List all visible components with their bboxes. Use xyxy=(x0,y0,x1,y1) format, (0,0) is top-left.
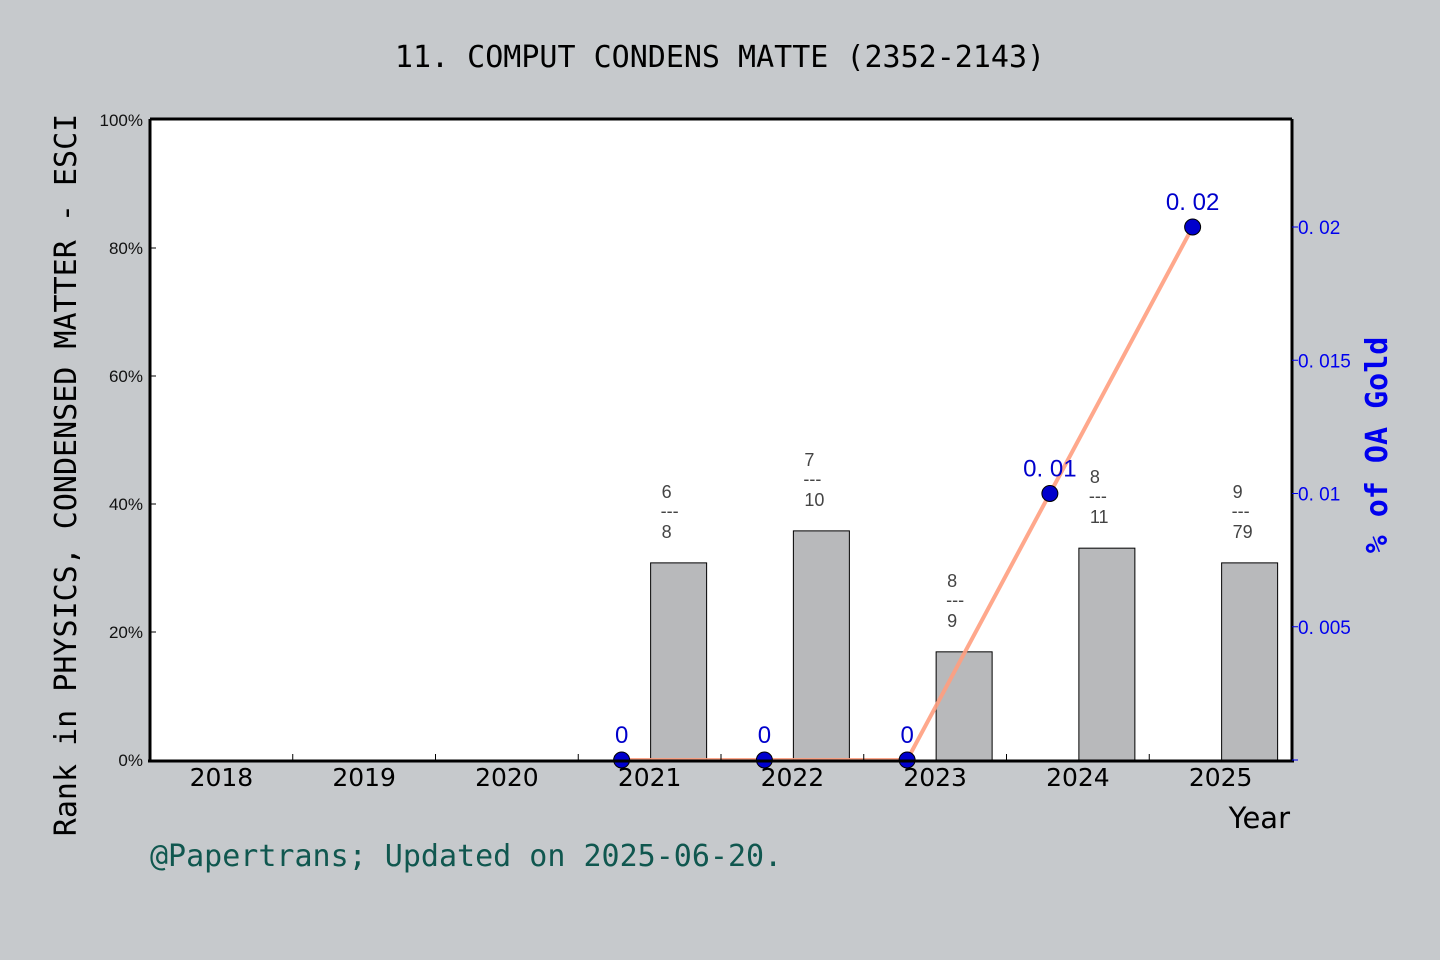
bar xyxy=(1221,562,1279,761)
bar-label-separator: --- xyxy=(661,501,679,521)
bar-label-denominator: 8 xyxy=(662,522,672,542)
x-tick-label: 2023 xyxy=(903,763,967,792)
chart-title: 11. COMPUT CONDENS MATTE (2352-2143) xyxy=(395,40,1045,75)
bar xyxy=(935,651,993,761)
bar-series xyxy=(650,530,1279,761)
bar-label-numerator: 6 xyxy=(662,482,672,502)
bar-label-separator: --- xyxy=(1089,486,1107,506)
data-point-label: 0 xyxy=(758,722,771,749)
data-point-label: 0. 01 xyxy=(1023,456,1076,483)
bar xyxy=(1078,547,1136,761)
x-tick-label: 2025 xyxy=(1189,763,1253,792)
y-tick-label: 60% xyxy=(109,367,143,386)
x-axis-label: Year xyxy=(1228,801,1290,835)
y-tick-label: 20% xyxy=(109,623,143,642)
bar-label-numerator: 8 xyxy=(947,571,957,591)
x-tick-label: 2024 xyxy=(1046,763,1110,792)
data-point-marker xyxy=(1041,485,1059,502)
x-tick-label: 2018 xyxy=(190,763,254,792)
bar-label-numerator: 7 xyxy=(804,450,814,470)
data-point-marker xyxy=(1184,218,1202,236)
bar-label-separator: --- xyxy=(1232,501,1250,521)
left-y-ticks: 0% 20% 40% 60% 80% 100% xyxy=(100,111,156,770)
y-tick-label: 40% xyxy=(109,495,143,514)
footer-credit: @Papertrans; Updated on 2025-06-20. xyxy=(150,839,782,874)
y2-tick-label: 0. 015 xyxy=(1298,351,1351,372)
bar xyxy=(650,562,708,761)
y-tick-label: 100% xyxy=(100,111,143,130)
y-tick-label: 0% xyxy=(118,751,143,770)
bar xyxy=(792,530,850,761)
y2-tick-label: 0. 005 xyxy=(1298,618,1351,639)
x-tick-label: 2022 xyxy=(761,763,825,792)
x-tick-label: 2021 xyxy=(618,763,682,792)
x-tick-label: 2019 xyxy=(332,763,396,792)
data-point-label: 0 xyxy=(615,722,628,749)
bar-label-separator: --- xyxy=(946,590,964,610)
bar-label-denominator: 79 xyxy=(1233,522,1253,542)
y-axis-label: Rank in PHYSICS, CONDENSED MATTER - ESCI xyxy=(49,114,84,836)
bar-label-denominator: 9 xyxy=(947,611,957,631)
right-y-ticks: 0. 005 0. 01 0. 015 0. 02 xyxy=(1292,218,1351,761)
bar-label-denominator: 11 xyxy=(1090,507,1109,527)
bar-label-numerator: 9 xyxy=(1233,482,1243,502)
y-tick-label: 80% xyxy=(109,239,143,258)
y2-tick-label: 0. 02 xyxy=(1298,218,1340,239)
data-point-label: 0 xyxy=(900,722,913,749)
bar-labels: 6---87---108---98---119---79 xyxy=(661,450,1253,631)
data-point-label: 0. 02 xyxy=(1166,189,1219,216)
y2-tick-label: 0. 01 xyxy=(1298,485,1340,506)
bar-label-denominator: 10 xyxy=(804,490,824,510)
bar-label-separator: --- xyxy=(803,469,821,489)
y2-axis-label: % of OA Gold xyxy=(1360,337,1395,554)
x-tick-label: 2020 xyxy=(475,763,539,792)
x-ticks: 2018 2019 2020 2021 2022 2023 2024 2025 xyxy=(190,754,1253,792)
bar-label-numerator: 8 xyxy=(1090,467,1100,487)
